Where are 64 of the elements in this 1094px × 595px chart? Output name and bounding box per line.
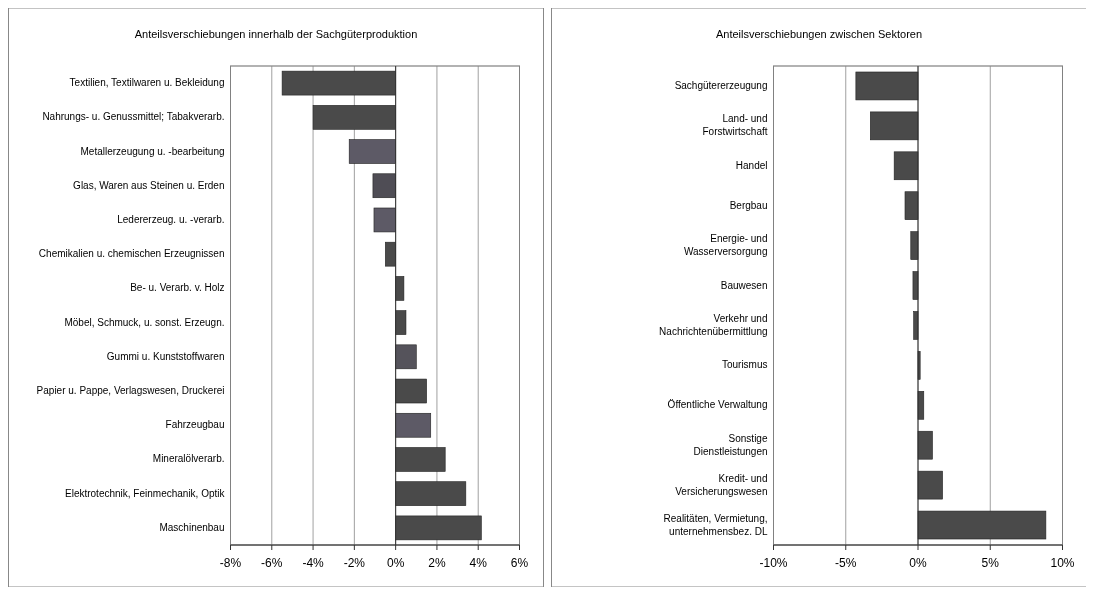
x-tick-label: -10% <box>759 556 788 570</box>
y-tick-label: Möbel, Schmuck, u. sonst. Erzeugn. <box>64 316 225 328</box>
x-tick-label: -4% <box>302 556 325 570</box>
bar <box>855 71 919 101</box>
x-tick-label: -8% <box>219 556 242 570</box>
bar <box>385 241 396 267</box>
x-tick-label: 10% <box>1050 556 1075 570</box>
bar <box>395 310 407 335</box>
y-tick-label: Land- und Forstwirtschaft <box>702 113 768 138</box>
x-tick-label: -2% <box>343 556 366 570</box>
x-tick-label: 0% <box>909 556 927 570</box>
bar <box>910 231 919 260</box>
chart-title: Anteilsverschiebungen innerhalb der Sachgüterproduktion <box>134 28 418 40</box>
x-tick-label: 4% <box>469 556 488 570</box>
bar <box>395 412 432 438</box>
y-tick-label: Energie- und Wasserversorgung <box>683 232 768 257</box>
y-tick-label: Gummi u. Kunststoffwaren <box>106 350 225 362</box>
bar <box>870 111 919 141</box>
bar <box>373 207 396 233</box>
y-tick-label: Ledererzeug. u. -verarb. <box>117 213 225 225</box>
x-tick-label: -6% <box>261 556 283 570</box>
bar <box>395 276 405 301</box>
y-tick-label: Be- u. Verarb. v. Holz <box>130 282 225 294</box>
y-tick-label: Tourismus <box>721 359 768 371</box>
x-tick-label: 6% <box>510 556 529 570</box>
y-tick-label: Verkehr und Nachrichtenübermittlung <box>659 312 768 337</box>
y-tick-label: Realitäten, Vermietung, unternehmensbez. DL <box>663 512 768 537</box>
y-tick-label: Bauwesen <box>720 279 768 291</box>
y-tick-label: Nahrungs- u. Genussmittel; Tabakverarb. <box>42 110 225 122</box>
x-tick-label: 5% <box>981 556 1000 570</box>
y-tick-label: Fahrzeugbau <box>165 418 225 430</box>
bar <box>893 151 919 181</box>
chart-title: Anteilsverschiebungen zwischen Sektoren <box>715 28 923 40</box>
bar <box>395 481 467 506</box>
bar <box>281 70 396 96</box>
y-tick-label: Sachgütererzeugung <box>674 79 768 91</box>
x-tick-label: -5% <box>835 556 857 570</box>
bar <box>917 430 933 460</box>
bar <box>917 510 1047 540</box>
bar <box>395 447 446 472</box>
bar <box>395 344 417 370</box>
bar <box>912 271 919 300</box>
bar <box>904 191 919 220</box>
y-tick-label: Maschinenbau <box>159 521 225 533</box>
y-tick-label: Elektrotechnik, Feinmechanik, Optik <box>64 487 226 499</box>
y-tick-label: Mineralölverarb. <box>152 453 225 465</box>
bar <box>395 515 482 541</box>
y-tick-label: Chemikalien u. chemischen Erzeugnissen <box>38 247 225 259</box>
y-tick-label: Öffentliche Verwaltung <box>667 398 768 410</box>
bar <box>348 139 396 164</box>
y-tick-label: Glas, Waren aus Steinen u. Erden <box>73 179 225 191</box>
y-tick-label: Metallerzeugung u. -bearbeitung <box>80 145 225 157</box>
y-tick-label: Kredit- und Versicherungswesen <box>675 472 768 497</box>
y-tick-label: Papier u. Pappe, Verlagswesen, Druckerei <box>36 384 225 396</box>
x-tick-label: 2% <box>428 556 446 570</box>
y-tick-label: Textilien, Textilwaren u. Bekleidung <box>69 76 225 88</box>
y-tick-label: Sonstige Dienstleistungen <box>693 432 768 457</box>
x-tick-label: 0% <box>386 556 405 570</box>
y-tick-label: Handel <box>735 159 768 171</box>
bar <box>917 470 943 500</box>
y-tick-label: Bergbau <box>729 199 768 211</box>
bar <box>312 105 396 130</box>
bar <box>395 378 427 404</box>
bar <box>372 173 396 199</box>
